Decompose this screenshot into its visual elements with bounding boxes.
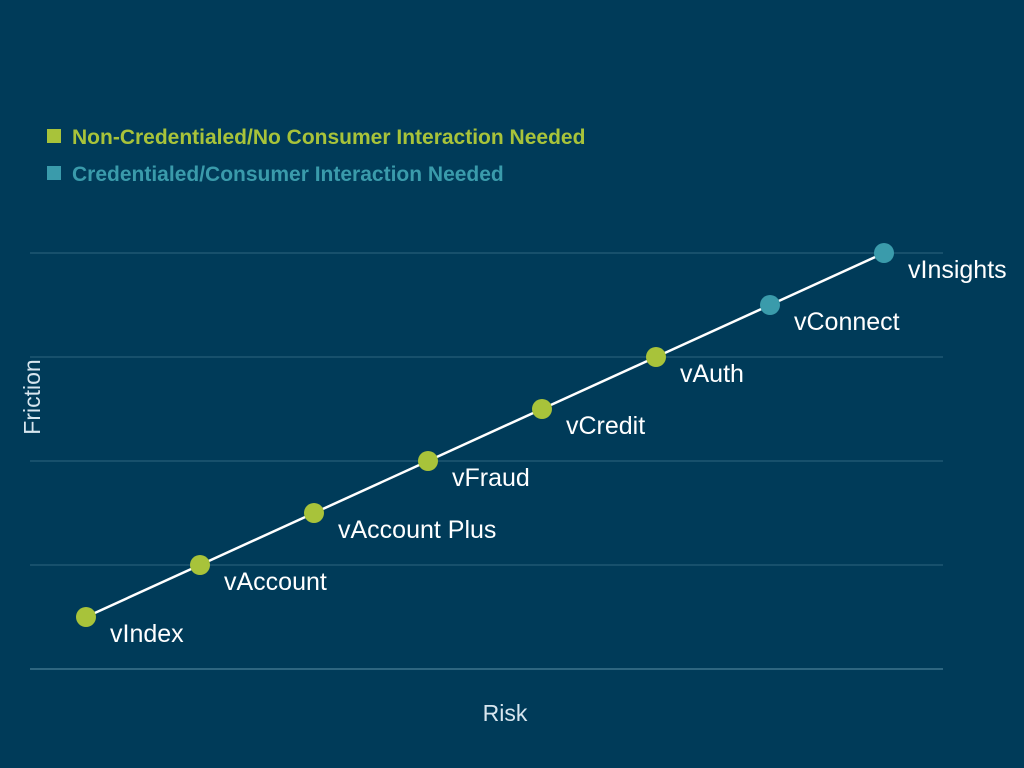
data-point xyxy=(646,347,666,367)
legend: Non-Credentialed/No Consumer Interaction… xyxy=(47,126,585,186)
data-point xyxy=(418,451,438,471)
data-point xyxy=(190,555,210,575)
point-labels: vIndex vAccount vAccount Plus vFraud vCredit… xyxy=(110,256,1007,648)
point-label: vCredit xyxy=(566,412,645,440)
y-axis-label: Friction xyxy=(19,359,45,434)
trend-line xyxy=(85,251,885,619)
point-label: vIndex xyxy=(110,620,184,648)
point-label: vFraud xyxy=(452,464,530,492)
point-label: vAccount xyxy=(224,568,327,596)
data-point xyxy=(304,503,324,523)
point-label: vAccount Plus xyxy=(338,516,496,544)
legend-marker xyxy=(47,129,61,143)
point-label: vInsights xyxy=(908,256,1007,284)
point-label: vAuth xyxy=(680,360,744,388)
data-point xyxy=(760,295,780,315)
data-point xyxy=(874,243,894,263)
grid xyxy=(30,252,943,566)
data-point xyxy=(76,607,96,627)
data-points xyxy=(76,243,894,627)
legend-label: Credentialed/Consumer Interaction Needed xyxy=(72,163,504,186)
data-point xyxy=(532,399,552,419)
point-label: vConnect xyxy=(794,308,900,336)
x-axis-label: Risk xyxy=(483,700,528,726)
legend-label: Non-Credentialed/No Consumer Interaction… xyxy=(72,126,585,149)
legend-marker xyxy=(47,166,61,180)
